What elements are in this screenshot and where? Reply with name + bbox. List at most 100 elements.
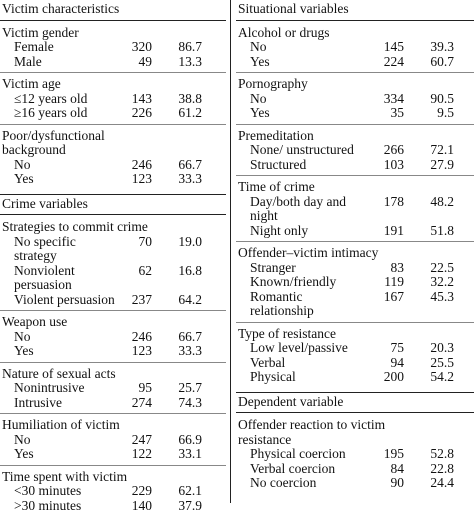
count: 123 (116, 172, 152, 187)
row-label: Yes (0, 172, 116, 187)
count: 95 (116, 381, 152, 396)
row-label: Male (0, 55, 116, 70)
row-label: Verbal coercion (236, 462, 368, 477)
row-label: Yes (0, 447, 116, 462)
row-label: Violent persuasion (0, 293, 116, 308)
group-label: Pornography (236, 77, 388, 92)
row-label: Known/friendly (236, 275, 368, 290)
count: 334 (368, 92, 404, 107)
percent: 24.4 (404, 476, 454, 491)
percent: 48.2 (404, 195, 454, 210)
row-label: ≤12 years old (0, 92, 116, 107)
percent: 62.1 (152, 484, 202, 499)
percent: 38.8 (152, 92, 202, 107)
group-label: Victim gender (0, 26, 152, 41)
count: 167 (368, 290, 404, 305)
row-label: Yes (236, 106, 368, 121)
group-label: Offender reaction to victim resistance (236, 418, 388, 447)
percent: 66.7 (152, 158, 202, 173)
row-label: No coercion (236, 476, 368, 491)
percent: 19.0 (152, 235, 202, 250)
row-label: No (236, 40, 368, 55)
row-label: Yes (0, 344, 116, 359)
percent: 86.7 (152, 40, 202, 55)
group-label: Poor/dysfunctional background (0, 129, 152, 158)
count: 178 (368, 195, 404, 210)
count: 83 (368, 261, 404, 276)
count: 143 (116, 92, 152, 107)
count: 140 (116, 499, 152, 514)
row-label: ≥16 years old (0, 106, 116, 121)
row-label: >30 minutes (0, 499, 116, 514)
row-label: No (0, 433, 116, 448)
row-label: Low level/passive (236, 341, 368, 356)
count: 94 (368, 356, 404, 371)
count: 320 (116, 40, 152, 55)
percent: 22.5 (404, 261, 454, 276)
count: 123 (116, 344, 152, 359)
row-label: Verbal (236, 356, 368, 371)
group-label: Victim age (0, 77, 152, 92)
row-label: No (0, 158, 116, 173)
count: 229 (116, 484, 152, 499)
group-label: Nature of sexual acts (0, 367, 152, 382)
section-title: Victim characteristics (0, 2, 226, 21)
count: 195 (368, 447, 404, 462)
row-label: <30 minutes (0, 484, 116, 499)
percent: 33.3 (152, 344, 202, 359)
count: 75 (368, 341, 404, 356)
group-label: Weapon use (0, 315, 152, 330)
percent: 39.3 (404, 40, 454, 55)
row-label: Female (0, 40, 116, 55)
percent: 20.3 (404, 341, 454, 356)
count: 266 (368, 143, 404, 158)
row-label: Stranger (236, 261, 368, 276)
percent: 60.7 (404, 55, 454, 70)
count: 237 (116, 293, 152, 308)
count: 247 (116, 433, 152, 448)
count: 119 (368, 275, 404, 290)
percent: 16.8 (152, 264, 202, 279)
row-label: Structured (236, 158, 368, 173)
row-label: Physical (236, 370, 368, 385)
percent: 54.2 (404, 370, 454, 385)
group-label: Humiliation of victim (0, 418, 152, 433)
count: 84 (368, 462, 404, 477)
row-label: Intrusive (0, 396, 116, 411)
